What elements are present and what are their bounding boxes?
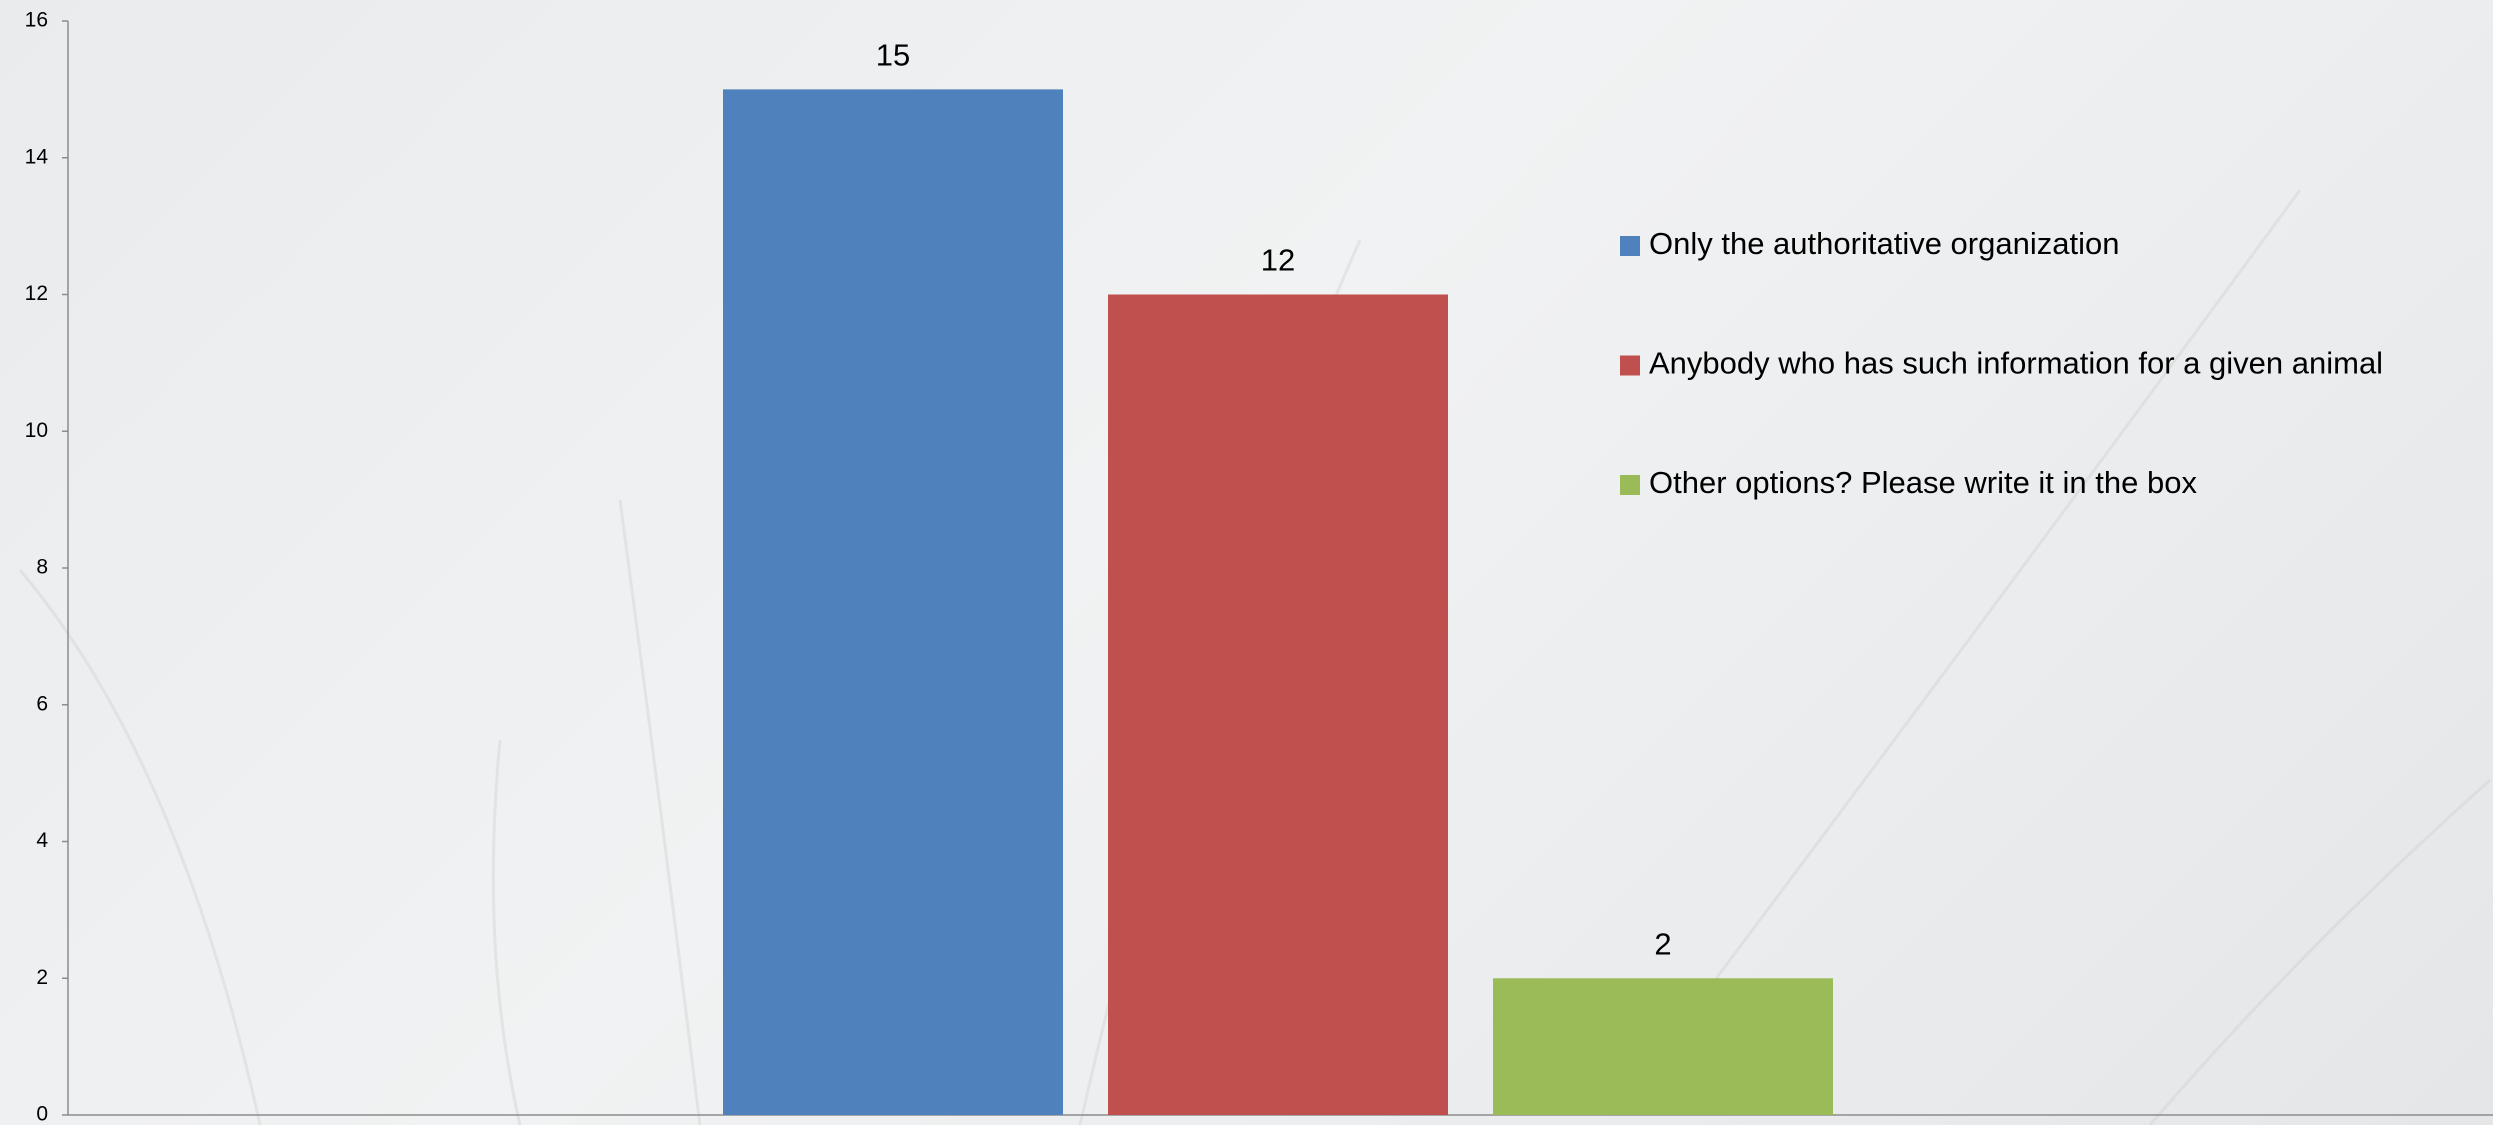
bar — [1108, 294, 1448, 1115]
y-tick-label: 10 — [25, 419, 48, 442]
bar — [723, 89, 1063, 1115]
y-tick-label: 8 — [36, 556, 48, 579]
legend-label: Only the authoritative organization — [1649, 226, 2119, 261]
y-tick-label: 12 — [25, 282, 48, 305]
bar — [1493, 978, 1833, 1115]
y-tick-label: 4 — [36, 829, 48, 852]
legend-swatch — [1620, 355, 1640, 376]
y-tick-label: 14 — [25, 145, 49, 168]
legend-swatch — [1620, 475, 1640, 495]
y-tick-label: 0 — [36, 1103, 48, 1125]
legend-swatch — [1620, 236, 1640, 256]
y-tick-label: 2 — [36, 966, 48, 989]
legend-label: Anybody who has such information for a g… — [1649, 346, 2383, 381]
y-tick-label: 6 — [36, 692, 48, 715]
data-label: 15 — [876, 38, 910, 73]
legend-label: Other options? Please write it in the bo… — [1649, 465, 2197, 500]
data-label: 2 — [1654, 926, 1671, 961]
data-label: 12 — [1261, 243, 1295, 278]
y-tick-label: 16 — [25, 9, 48, 32]
